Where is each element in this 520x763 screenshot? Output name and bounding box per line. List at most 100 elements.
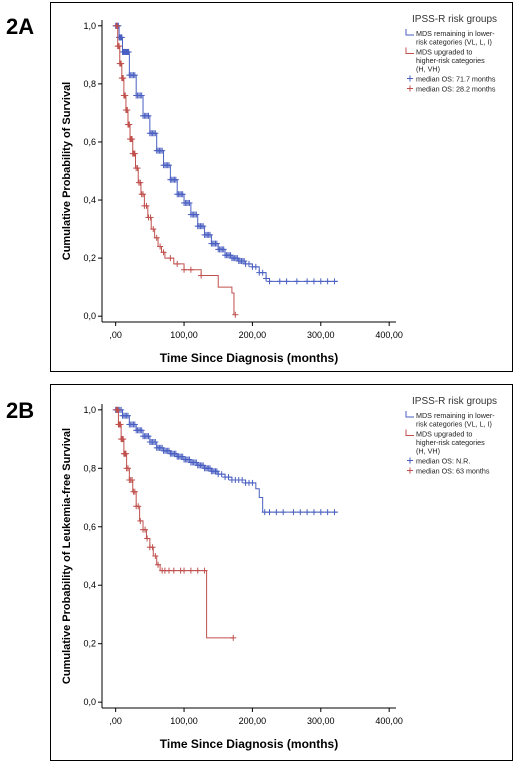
panel-label-2a: 2A [6,14,35,39]
censor-mark [157,243,164,250]
censor-mark [145,433,152,440]
x-tick-label: 200,00 [239,716,267,726]
censor-mark [174,260,181,267]
censor-mark [114,22,121,29]
censor-mark [122,92,129,99]
censor-mark [124,465,131,472]
x-tick-label: 300,00 [307,330,335,340]
censor-mark [293,278,300,285]
legend-entry: median OS: 63 months [416,467,490,476]
censor-mark [166,447,173,454]
censor-mark [186,456,193,463]
x-axis-label: Time Since Diagnosis (months) [160,737,338,751]
censor-mark [207,465,214,472]
censor-mark [220,246,227,253]
censor-mark [186,199,193,206]
legend-entry: MDS remaining in lower-risk categories (… [416,29,495,47]
censor-mark [137,179,144,186]
censor-mark [160,249,167,256]
y-tick-label: 0,6 [83,137,96,147]
censor-mark [181,567,188,574]
censor-mark [193,211,200,218]
legend-title: IPSS-R risk groups [412,396,497,407]
legend-entry: median OS: N.R. [416,457,470,466]
y-tick-label: 1,0 [83,21,96,31]
legend-line-swatch [405,411,414,418]
x-tick-label: 100,00 [170,330,198,340]
censor-mark [120,75,127,82]
censor-mark [145,112,152,119]
x-axis-label: Time Since Diagnosis (months) [160,351,338,365]
censor-mark [124,412,131,419]
censor-mark [122,450,129,457]
censor-mark [131,150,138,157]
legend-entry: MDS remaining in lower-risk categories (… [416,411,495,429]
censor-mark [124,107,131,114]
censor-mark [131,488,138,495]
censor-mark [225,474,232,481]
censor-mark [232,311,239,318]
censor-mark [170,567,177,574]
censor-mark [304,278,311,285]
censor-mark [143,202,150,209]
censor-mark [149,544,156,551]
censor-mark [159,444,166,451]
legend-cross-swatch [407,75,413,82]
censor-mark [194,567,201,574]
censor-mark [201,567,208,574]
censor-mark [331,278,338,285]
censor-mark [126,121,133,128]
censor-mark [118,60,125,67]
legend-cross-swatch [407,457,413,464]
censor-mark [246,260,252,267]
y-tick-label: 0,2 [83,253,96,263]
censor-mark [331,509,338,516]
censor-mark [129,136,136,143]
censor-mark [118,34,125,41]
censor-mark [218,471,225,478]
censor-mark [310,509,317,516]
censor-mark [263,275,270,282]
censor-mark [304,509,311,516]
censor-mark [172,176,179,183]
survival-curve [115,409,234,639]
y-tick-label: 0,2 [83,639,96,649]
chart-frame-2b [50,384,513,761]
legend-entry: median OS: 28.2 months [416,85,496,94]
censor-mark [227,252,234,259]
censor-mark [241,258,248,265]
censor-mark [125,48,132,55]
censor-mark [129,477,136,483]
censor-mark [120,436,127,443]
legend-title: IPSS-R risk groups [412,14,497,25]
x-tick-label: 300,00 [307,716,335,726]
legend-line-swatch [405,47,414,54]
y-axis-label: Cumulative Probability of Survival [61,82,73,261]
censor-mark [159,147,166,154]
censor-mark [137,517,144,524]
censor-mark [239,477,246,483]
censor-mark [207,231,214,238]
censor-mark [166,162,173,169]
censor-mark [147,214,154,221]
legend-entry: MDS upgraded to higher-risk categories (H,… [416,48,485,74]
censor-mark [234,255,241,262]
censor-mark [187,266,194,273]
y-tick-label: 0,0 [83,697,96,707]
censor-mark [142,526,149,533]
censor-mark [266,509,273,516]
censor-mark [317,278,324,285]
chart-frame-2a [50,2,513,372]
censor-mark [131,72,138,79]
y-tick-label: 0,8 [83,79,96,89]
censor-mark [134,165,141,172]
censor-mark [213,468,220,475]
censor-mark [152,439,159,445]
legend-entry: MDS upgraded to higher-risk categories (H,… [416,430,485,456]
x-tick-label: 100,00 [170,716,198,726]
censor-mark [317,509,324,516]
censor-mark [116,43,123,50]
censor-mark [280,509,287,516]
censor-mark [153,234,160,241]
